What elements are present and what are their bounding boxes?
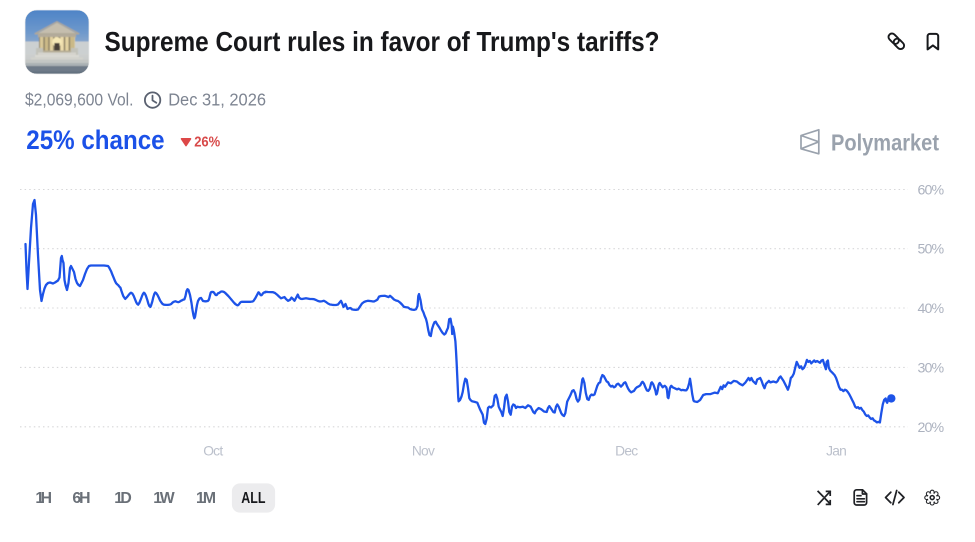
svg-text:6H: 6H — [72, 490, 90, 507]
svg-text:26%: 26% — [194, 134, 220, 151]
svg-text:Supreme Court rules in favor o: Supreme Court rules in favor of Trump's … — [105, 26, 660, 57]
svg-text:1D: 1D — [114, 490, 132, 507]
svg-text:1W: 1W — [153, 490, 174, 507]
svg-text:Oct: Oct — [203, 443, 223, 458]
svg-text:1M: 1M — [196, 490, 216, 507]
svg-text:20%: 20% — [918, 420, 945, 436]
svg-text:Dec: Dec — [615, 443, 638, 458]
svg-text:Jan: Jan — [826, 443, 846, 458]
svg-text:$2,069,600 Vol.: $2,069,600 Vol. — [25, 89, 134, 109]
svg-text:Polymarket: Polymarket — [831, 129, 939, 155]
svg-text:ALL: ALL — [241, 490, 265, 507]
svg-text:60%: 60% — [918, 183, 945, 199]
svg-text:30%: 30% — [918, 360, 945, 376]
svg-text:50%: 50% — [918, 242, 945, 258]
svg-text:1H: 1H — [35, 490, 52, 507]
svg-text:Nov: Nov — [412, 443, 435, 458]
svg-text:Dec 31, 2026: Dec 31, 2026 — [168, 89, 266, 109]
svg-text:25% chance: 25% chance — [26, 125, 164, 155]
svg-text:40%: 40% — [918, 301, 945, 317]
